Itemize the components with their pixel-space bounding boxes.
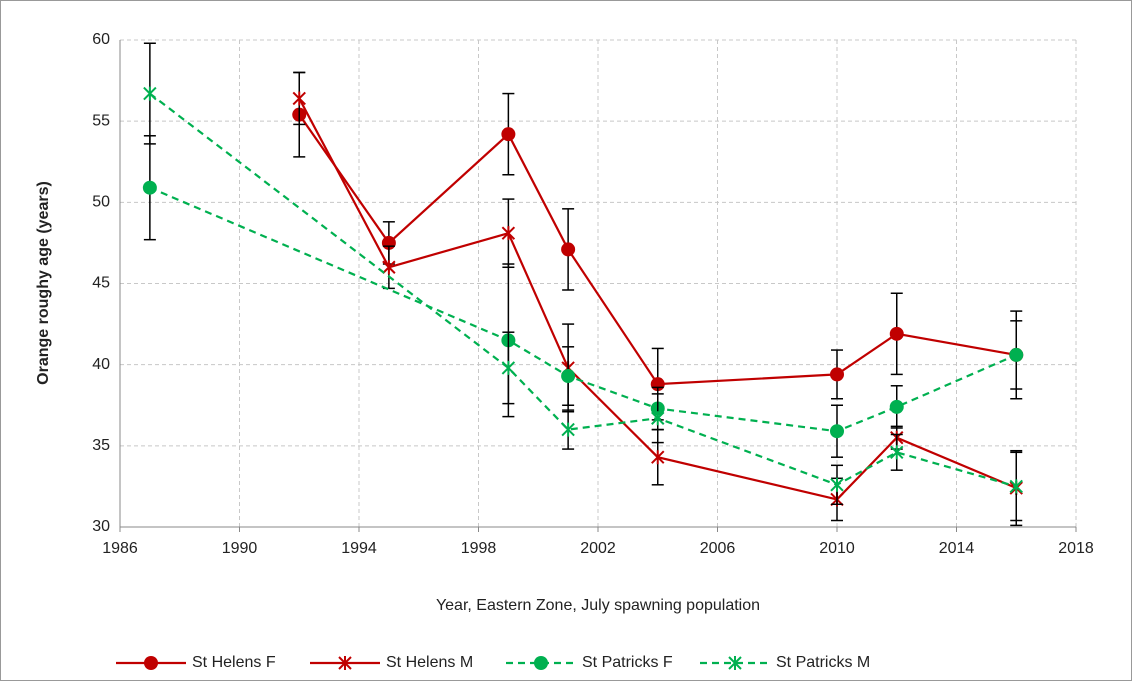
y-tick-label: 30 bbox=[92, 518, 110, 535]
marker bbox=[501, 360, 516, 375]
x-tick-label: 2014 bbox=[939, 540, 975, 557]
marker bbox=[889, 399, 904, 414]
y-tick-label: 40 bbox=[92, 356, 110, 373]
marker bbox=[889, 326, 904, 341]
y-tick-label: 55 bbox=[92, 112, 110, 129]
marker bbox=[501, 127, 516, 142]
marker bbox=[143, 86, 157, 101]
marker bbox=[382, 260, 396, 275]
marker bbox=[501, 226, 516, 241]
marker bbox=[651, 411, 665, 426]
x-tick-label: 1998 bbox=[461, 540, 497, 557]
marker bbox=[1009, 479, 1023, 494]
x-tick-label: 1994 bbox=[341, 540, 377, 557]
marker bbox=[292, 91, 306, 106]
y-tick-label: 60 bbox=[92, 31, 110, 48]
x-tick-label: 1986 bbox=[102, 540, 138, 557]
marker bbox=[890, 445, 904, 460]
marker bbox=[561, 422, 575, 437]
y-tick-label: 50 bbox=[92, 194, 110, 211]
y-tick-label: 35 bbox=[92, 437, 110, 454]
legend-marker bbox=[144, 656, 158, 670]
legend-label: St Helens F bbox=[192, 654, 276, 671]
legend-marker bbox=[338, 656, 352, 670]
series-line bbox=[298, 114, 1017, 386]
marker bbox=[830, 477, 844, 492]
marker bbox=[1009, 347, 1024, 362]
x-tick-label: 2010 bbox=[819, 540, 855, 557]
marker bbox=[830, 424, 844, 439]
series-line bbox=[298, 97, 1017, 501]
x-tick-label: 2018 bbox=[1058, 540, 1094, 557]
legend-label: St Patricks M bbox=[776, 654, 870, 671]
x-tick-label: 2002 bbox=[580, 540, 616, 557]
marker bbox=[651, 450, 665, 465]
marker bbox=[142, 180, 157, 195]
legend-label: St Patricks F bbox=[582, 654, 673, 671]
y-tick-label: 45 bbox=[92, 275, 110, 292]
legend-label: St Helens M bbox=[386, 654, 473, 671]
legend-marker bbox=[534, 656, 548, 670]
x-axis-title: Year, Eastern Zone, July spawning popula… bbox=[436, 597, 760, 614]
marker bbox=[561, 242, 576, 257]
marker bbox=[561, 369, 576, 384]
y-axis-title: Orange roughy age (years) bbox=[35, 181, 52, 385]
legend-marker bbox=[728, 656, 742, 670]
x-tick-label: 1990 bbox=[222, 540, 258, 557]
x-tick-label: 2006 bbox=[700, 540, 736, 557]
marker bbox=[830, 367, 844, 382]
